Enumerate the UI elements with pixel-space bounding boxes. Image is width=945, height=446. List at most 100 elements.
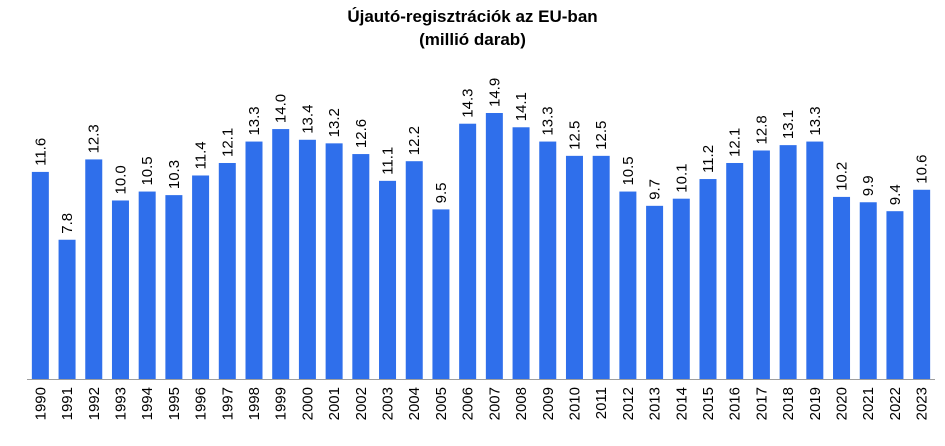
value-label-1995: 10.3 bbox=[166, 160, 183, 189]
value-label-2005: 9.5 bbox=[433, 183, 450, 204]
x-tick-label-2023: 2023 bbox=[914, 387, 931, 420]
bar-2022 bbox=[886, 211, 904, 379]
value-label-2019: 13.3 bbox=[807, 106, 824, 135]
x-tick-label-1998: 1998 bbox=[246, 387, 263, 420]
value-label-2014: 10.1 bbox=[673, 163, 690, 192]
x-tick-label-2013: 2013 bbox=[647, 387, 664, 420]
value-label-2017: 12.8 bbox=[753, 115, 770, 144]
value-label-1997: 12.1 bbox=[219, 128, 236, 157]
x-tick-label-2020: 2020 bbox=[834, 387, 851, 420]
bar-2015 bbox=[699, 179, 717, 379]
value-label-1993: 10.0 bbox=[112, 165, 129, 194]
value-label-1999: 14.0 bbox=[273, 94, 290, 123]
bar-2013 bbox=[646, 205, 664, 379]
x-tick-label-2015: 2015 bbox=[700, 387, 717, 420]
value-label-2009: 13.3 bbox=[540, 106, 557, 135]
value-label-1998: 13.3 bbox=[246, 106, 263, 135]
x-tick-label-2011: 2011 bbox=[593, 387, 610, 419]
x-tick-label-2012: 2012 bbox=[620, 387, 637, 420]
chart-subtitle: (millió darab) bbox=[419, 30, 526, 49]
x-tick-labels-group: 1990 1991 1992 1993 1994 1995 1996 1997 1998 1999… bbox=[32, 387, 930, 420]
value-label-2006: 14.3 bbox=[460, 89, 477, 118]
x-tick-label-2016: 2016 bbox=[727, 387, 744, 420]
bar-1996 bbox=[192, 175, 210, 379]
value-label-2020: 10.2 bbox=[834, 162, 851, 191]
bar-2011 bbox=[592, 155, 610, 379]
value-label-2003: 11.1 bbox=[380, 147, 397, 175]
x-tick-label-2010: 2010 bbox=[566, 387, 583, 420]
bar-2020 bbox=[833, 196, 851, 379]
x-tick-label-2005: 2005 bbox=[433, 387, 450, 420]
value-label-1996: 11.4 bbox=[193, 141, 210, 169]
bar-2010 bbox=[565, 155, 583, 379]
value-label-2022: 9.4 bbox=[887, 184, 904, 205]
x-tick-label-2003: 2003 bbox=[380, 387, 397, 420]
bar-2016 bbox=[726, 162, 744, 379]
value-label-2002: 12.6 bbox=[353, 119, 370, 148]
bar-2002 bbox=[352, 154, 370, 379]
x-tick-label-1999: 1999 bbox=[273, 387, 290, 420]
bar-2005 bbox=[432, 209, 450, 379]
x-tick-label-1993: 1993 bbox=[112, 387, 129, 420]
bar-2014 bbox=[672, 198, 690, 379]
value-label-2000: 13.4 bbox=[299, 105, 316, 134]
value-labels-group: 11.6 7.8 12.3 10.0 10.5 10.3 11.4 12.1 13.3 14.0 1… bbox=[32, 78, 930, 234]
x-tick-label-1997: 1997 bbox=[219, 387, 236, 420]
bars-group bbox=[31, 113, 931, 380]
x-tick-label-2019: 2019 bbox=[807, 387, 824, 420]
x-tick-label-1992: 1992 bbox=[86, 387, 103, 420]
bar-2001 bbox=[325, 143, 343, 379]
value-label-2023: 10.6 bbox=[914, 155, 931, 184]
bar-2000 bbox=[298, 139, 316, 379]
bar-2012 bbox=[619, 191, 637, 379]
bar-1997 bbox=[218, 162, 236, 379]
bar-2003 bbox=[379, 180, 397, 379]
x-tick-label-1994: 1994 bbox=[139, 387, 156, 420]
x-tick-label-1991: 1991 bbox=[59, 387, 76, 420]
x-tick-label-2014: 2014 bbox=[673, 387, 690, 420]
value-label-2015: 11.2 bbox=[700, 145, 717, 173]
x-tick-label-1995: 1995 bbox=[166, 387, 183, 420]
x-tick-label-2008: 2008 bbox=[513, 387, 530, 420]
value-label-2013: 9.7 bbox=[647, 179, 664, 200]
value-label-2012: 10.5 bbox=[620, 156, 637, 185]
bar-1995 bbox=[165, 195, 183, 379]
x-tick-label-2017: 2017 bbox=[753, 387, 770, 420]
bar-2023 bbox=[913, 189, 931, 379]
value-label-2010: 12.5 bbox=[566, 121, 583, 150]
bar-2018 bbox=[779, 145, 797, 379]
bar-2019 bbox=[806, 141, 824, 379]
x-tick-label-2002: 2002 bbox=[353, 387, 370, 420]
x-tick-label-2021: 2021 bbox=[860, 387, 877, 420]
value-label-2008: 14.1 bbox=[513, 92, 530, 121]
bar-1993 bbox=[111, 200, 129, 379]
x-tick-label-2001: 2001 bbox=[326, 387, 343, 420]
bar-2008 bbox=[512, 127, 530, 379]
value-label-2021: 9.9 bbox=[860, 175, 877, 196]
bar-2017 bbox=[752, 150, 770, 379]
bar-2009 bbox=[539, 141, 557, 379]
x-tick-label-2004: 2004 bbox=[406, 387, 423, 420]
x-tick-label-2009: 2009 bbox=[540, 387, 557, 420]
bar-1991 bbox=[58, 239, 76, 379]
bar-1994 bbox=[138, 191, 156, 379]
bar-2007 bbox=[485, 113, 503, 379]
value-label-2007: 14.9 bbox=[486, 78, 503, 107]
bar-2004 bbox=[405, 161, 423, 379]
chart-title: Újautó-regisztrációk az EU-ban bbox=[347, 7, 598, 26]
value-label-1994: 10.5 bbox=[139, 156, 156, 185]
value-label-1992: 12.3 bbox=[86, 124, 103, 153]
x-tick-label-1996: 1996 bbox=[193, 387, 210, 420]
x-tick-label-2006: 2006 bbox=[460, 387, 477, 420]
bar-2006 bbox=[459, 123, 477, 380]
x-tick-label-1990: 1990 bbox=[32, 387, 49, 420]
bar-1999 bbox=[272, 129, 290, 379]
bar-1992 bbox=[85, 159, 103, 379]
value-label-2004: 12.2 bbox=[406, 126, 423, 155]
value-label-2016: 12.1 bbox=[727, 128, 744, 157]
value-label-2018: 13.1 bbox=[780, 110, 797, 139]
x-tick-label-2018: 2018 bbox=[780, 387, 797, 420]
x-tick-label-2000: 2000 bbox=[299, 387, 316, 420]
bar-1990 bbox=[31, 171, 49, 379]
